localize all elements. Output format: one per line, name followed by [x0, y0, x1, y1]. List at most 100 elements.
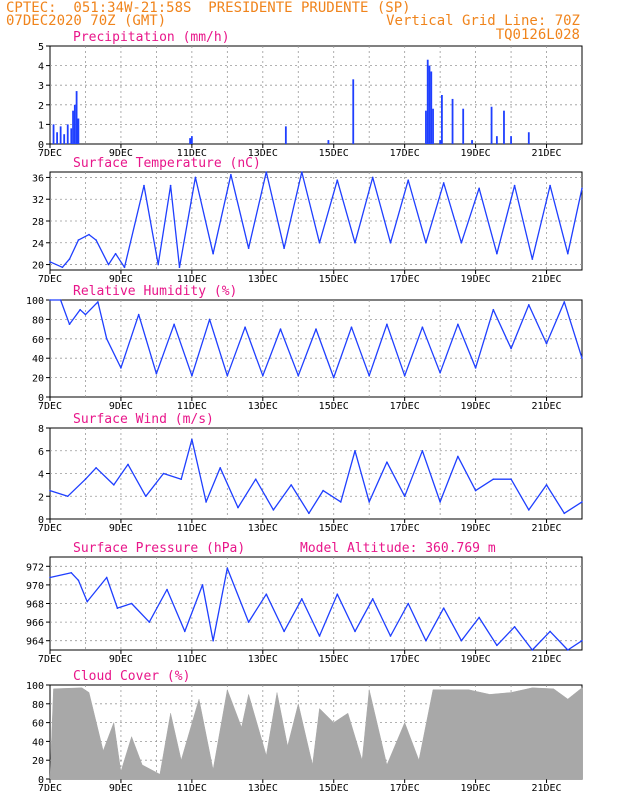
precipitation-ytick-label: 2: [38, 101, 44, 112]
relative-humidity-line: [50, 299, 583, 379]
surface-temperature-point: [107, 263, 110, 266]
surface-temperature-point: [371, 176, 374, 179]
surface-pressure-point: [478, 616, 480, 619]
surface-wind-xtick-label: 11DEC: [177, 523, 207, 534]
surface-temperature-line: [49, 171, 583, 268]
surface-temperature-xtick-label: 11DEC: [177, 274, 207, 285]
surface-temperature-point: [247, 247, 250, 250]
surface-temperature-point: [478, 187, 480, 190]
precipitation-bar: [63, 134, 66, 144]
relative-humidity-point: [386, 323, 388, 326]
surface-wind-point: [180, 478, 183, 480]
precipitation-bar: [451, 98, 454, 144]
surface-temperature-point: [531, 258, 534, 260]
surface-wind-point: [545, 484, 548, 486]
relative-humidity-ytick-label: 20: [32, 374, 44, 385]
relative-humidity-point: [59, 299, 62, 301]
surface-wind-point: [49, 489, 51, 492]
surface-wind-point: [272, 509, 275, 511]
surface-pressure-point: [513, 625, 516, 628]
surface-pressure-ytick-label: 970: [26, 581, 44, 592]
surface-wind-point: [386, 461, 388, 463]
surface-wind-point: [290, 484, 292, 486]
precipitation-title: Precipitation (mm/h): [73, 30, 230, 45]
precipitation-bar: [490, 106, 493, 144]
relative-humidity-point: [332, 376, 335, 379]
precipitation-bar: [190, 136, 193, 144]
precipitation-xtick-label: 11DEC: [177, 148, 207, 159]
cloud-cover-xtick-label: 11DEC: [177, 783, 207, 794]
precipitation-bar: [503, 110, 505, 144]
surface-wind-point: [205, 501, 207, 503]
relative-humidity-point: [528, 304, 530, 306]
relative-humidity-point: [581, 357, 583, 360]
cloud-cover-xtick-label: 17DEC: [390, 783, 420, 794]
surface-wind-xtick-label: 15DEC: [319, 523, 349, 534]
precipitation-xtick-label: 21DEC: [531, 148, 561, 159]
surface-temperature-ytick-label: 36: [32, 173, 44, 184]
precipitation-ytick-label: 1: [38, 120, 44, 131]
relative-humidity-point: [510, 347, 512, 350]
surface-wind-ytick-label: 0: [38, 515, 44, 526]
relative-humidity-point: [155, 372, 158, 375]
cloud-cover-ytick-label: 100: [26, 681, 44, 692]
surface-wind-point: [581, 501, 583, 503]
cloud-cover-title: Cloud Cover (%): [73, 669, 190, 684]
surface-wind-point: [421, 449, 424, 452]
precipitation-bar: [189, 138, 191, 144]
precipitation-xtick-label: 17DEC: [390, 148, 420, 159]
relative-humidity-xtick-label: 7DEC: [38, 401, 62, 412]
surface-temperature-title: Surface Temperature (nC): [73, 156, 261, 171]
relative-humidity-ytick-label: 100: [26, 296, 44, 307]
surface-pressure-subtitle: Model Altitude: 360.769 m: [300, 541, 496, 556]
surface-pressure-point: [581, 639, 583, 642]
surface-pressure-point: [116, 607, 119, 609]
surface-pressure-point: [354, 630, 356, 633]
header-model-id: TQ0126L028: [495, 27, 580, 43]
surface-wind-point: [528, 509, 530, 511]
surface-pressure-point: [212, 639, 214, 642]
header-gridline-note: Vertical Grid Line: 70Z: [386, 13, 580, 29]
relative-humidity-point: [421, 326, 424, 328]
surface-pressure-point: [183, 630, 186, 633]
surface-temperature-point: [88, 233, 90, 236]
relative-humidity-point: [563, 301, 566, 303]
surface-temperature-ytick-label: 32: [32, 195, 44, 206]
surface-wind-ytick-label: 2: [38, 492, 44, 503]
relative-humidity-point: [279, 328, 282, 330]
relative-humidity-point: [545, 342, 548, 345]
surface-pressure-xtick-label: 13DEC: [248, 654, 278, 665]
surface-pressure-point: [442, 607, 445, 609]
surface-pressure-line: [49, 567, 583, 651]
relative-humidity-point: [68, 323, 71, 326]
cloud-cover-xtick-label: 21DEC: [531, 783, 561, 794]
precipitation-bar: [430, 71, 433, 144]
cloud-cover-ytick-label: 60: [32, 719, 44, 730]
precipitation-frame: [49, 45, 583, 145]
surface-wind-point: [113, 484, 115, 486]
surface-temperature-point: [283, 247, 285, 250]
relative-humidity-point: [84, 313, 87, 316]
surface-pressure-point: [389, 635, 392, 637]
precipitation-bar: [510, 136, 512, 144]
surface-temperature-point: [194, 176, 197, 179]
relative-humidity-point: [474, 367, 477, 369]
precipitation-bar: [72, 110, 74, 144]
relative-humidity-ytick-label: 40: [32, 354, 44, 365]
relative-humidity-point: [368, 374, 371, 377]
surface-temperature-point: [389, 241, 392, 244]
surface-temperature-point: [425, 241, 427, 244]
surface-pressure-point: [201, 584, 204, 586]
surface-temperature-point: [318, 241, 321, 244]
surface-temperature-xtick-label: 21DEC: [531, 274, 561, 285]
relative-humidity-point: [105, 338, 108, 340]
surface-pressure-point: [460, 639, 463, 642]
surface-wind-point: [354, 449, 356, 452]
surface-temperature-point: [178, 266, 181, 269]
surface-pressure-point: [247, 621, 250, 623]
surface-pressure-xtick-label: 9DEC: [109, 654, 133, 665]
surface-temperature-point: [169, 184, 172, 187]
relative-humidity-point: [244, 326, 246, 328]
surface-pressure-point: [407, 602, 410, 605]
relative-humidity-point: [191, 374, 193, 377]
